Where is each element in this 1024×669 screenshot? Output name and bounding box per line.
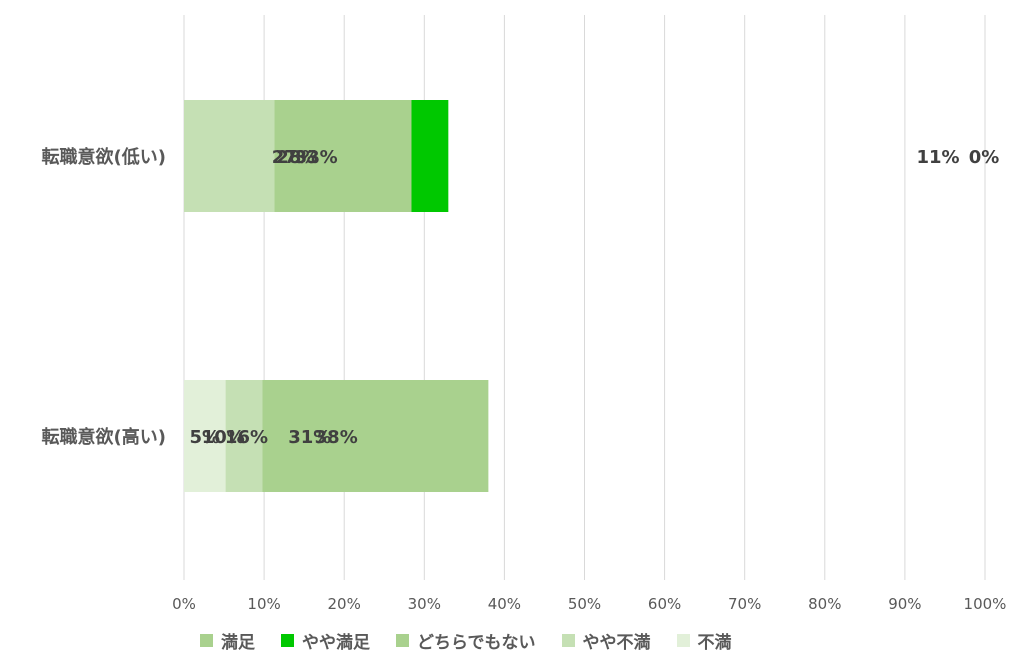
- category-label: 転職意欲(低い): [42, 146, 166, 168]
- legend-swatch: [281, 633, 294, 647]
- data-label: 33%: [295, 147, 338, 168]
- bars: [184, 100, 489, 492]
- data-label: 5%: [190, 427, 221, 448]
- data-label: 10%: [202, 427, 245, 448]
- data-label: 16%: [225, 427, 268, 448]
- data-label: 0%: [969, 147, 1000, 168]
- legend-label: どちらでもない: [417, 632, 536, 653]
- legend-swatch: [396, 633, 409, 647]
- x-tick-label: 0%: [172, 595, 196, 613]
- legend-swatch: [200, 633, 213, 647]
- legend-item: どちらでもない: [396, 628, 536, 653]
- legend-item: やや不満: [561, 628, 651, 653]
- data-label: 38%: [315, 427, 358, 448]
- bar-segment: [184, 380, 226, 492]
- x-tick-label: 50%: [568, 595, 601, 613]
- category-labels: 転職意欲(低い) 転職意欲(高い): [42, 146, 166, 448]
- gridlines: [183, 15, 986, 580]
- data-label: 11%: [916, 147, 959, 168]
- legend-item: 不満: [676, 628, 732, 653]
- x-tick-label: 10%: [247, 595, 280, 613]
- data-labels: 27%33%28% 11% 0% 16% 31%38% 10%5%: [190, 147, 1000, 448]
- legend-label: やや満足: [302, 632, 370, 653]
- legend-label: 不満: [697, 632, 732, 653]
- x-tick-label: 60%: [648, 595, 681, 613]
- bar-segment: [184, 100, 275, 212]
- legend-item: 満足: [200, 628, 255, 653]
- x-axis-tick-labels: 0% 10% 20% 30% 40% 50% 60% 70% 80% 90% 100%: [172, 595, 1006, 613]
- x-tick-label: 100%: [964, 595, 1007, 613]
- data-label: 28%: [276, 147, 319, 168]
- x-tick-label: 30%: [408, 595, 441, 613]
- legend-label: やや不満: [582, 632, 651, 653]
- x-tick-label: 20%: [328, 595, 361, 613]
- legend-swatch: [676, 633, 690, 647]
- legend: 満足 やや満足 どちらでもない やや不満 不満: [200, 626, 1000, 654]
- category-label: 転職意欲(高い): [42, 426, 166, 448]
- x-tick-label: 90%: [888, 595, 921, 613]
- legend-label: 満足: [221, 632, 255, 653]
- data-label: 31%: [288, 427, 331, 448]
- data-label: 27%: [272, 147, 315, 168]
- x-tick-label: 80%: [808, 595, 841, 613]
- legend-swatch: [561, 633, 575, 647]
- legend-item: やや満足: [281, 628, 370, 653]
- x-tick-label: 70%: [728, 595, 761, 613]
- x-tick-label: 40%: [488, 595, 521, 613]
